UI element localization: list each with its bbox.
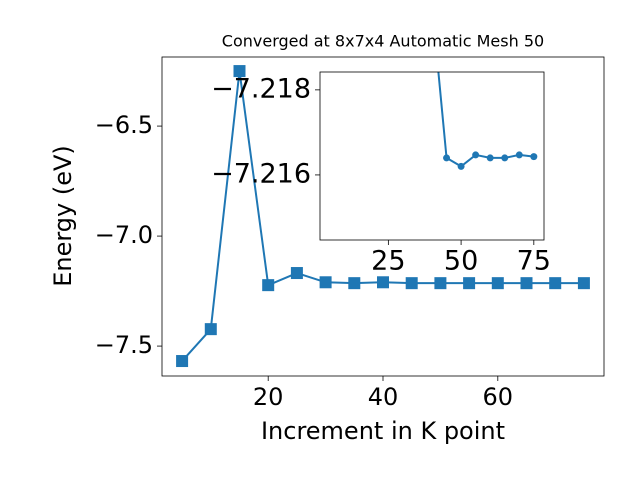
y-tick-label: −7.5 xyxy=(95,331,153,359)
axes-frame xyxy=(161,56,605,377)
marker xyxy=(204,323,217,336)
marker xyxy=(233,65,246,78)
y-tick-label: −7.0 xyxy=(95,221,153,249)
marker xyxy=(319,276,332,289)
y-axis-label: Energy (eV) xyxy=(49,145,77,287)
axes-frame xyxy=(319,71,545,241)
x-tick-label: 25 xyxy=(371,246,405,277)
marker xyxy=(463,277,476,290)
marker xyxy=(520,277,533,290)
x-axis-label: Increment in K point xyxy=(261,417,505,445)
marker xyxy=(434,277,447,290)
marker xyxy=(377,276,389,289)
x-tick-label: 75 xyxy=(517,246,551,277)
marker xyxy=(515,151,523,159)
marker xyxy=(549,277,562,290)
y-tick-label: −6.5 xyxy=(95,111,153,139)
x-tick-label: 20 xyxy=(253,383,284,411)
y-tick-label: −7.216 xyxy=(211,158,311,189)
marker xyxy=(491,277,504,290)
marker xyxy=(530,153,538,161)
x-tick-label: 60 xyxy=(483,383,514,411)
marker xyxy=(472,151,480,159)
series xyxy=(437,72,538,170)
chart-title: Converged at 8x7x4 Automatic Mesh 50 xyxy=(222,32,544,51)
series xyxy=(176,65,590,368)
x-tick-label: 40 xyxy=(368,383,399,411)
marker xyxy=(348,277,361,290)
marker xyxy=(577,277,590,290)
marker xyxy=(501,154,509,162)
marker xyxy=(457,162,465,170)
marker xyxy=(443,154,451,162)
x-tick-label: 50 xyxy=(444,246,478,277)
y-tick-label: −7.218 xyxy=(211,73,311,104)
marker xyxy=(486,154,494,162)
marker xyxy=(176,355,189,368)
marker xyxy=(405,277,418,290)
marker xyxy=(262,279,275,292)
marker xyxy=(290,267,303,280)
